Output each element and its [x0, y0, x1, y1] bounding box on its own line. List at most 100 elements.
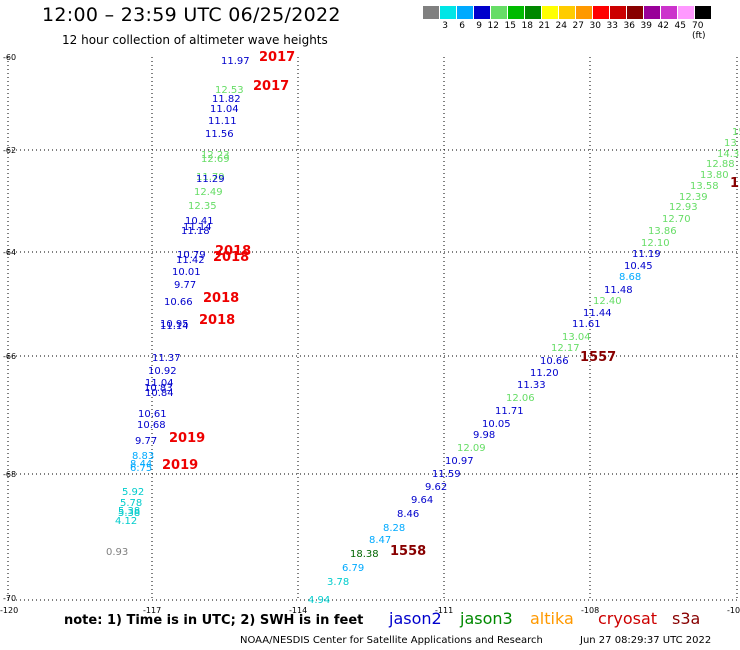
wave-height-label: 11.44 [583, 308, 612, 319]
lat-tick-label: -60 [3, 53, 16, 62]
lon-tick-label: -120 [0, 606, 18, 615]
color-swatch [576, 6, 593, 19]
wave-height-label: 12.09 [457, 443, 486, 454]
color-legend-label: 45 [674, 21, 686, 31]
color-swatch [508, 6, 525, 19]
wave-height-label: 8.47 [369, 535, 391, 546]
axis-ticks: -60 -62 -64 -66 -68 -70 -120 -117 -114 -111 -108 -1… [0, 53, 740, 615]
wave-height-label: 12.17 [551, 343, 580, 354]
wave-height-label: 11.11 [208, 116, 237, 127]
wave-height-label: 11.04 [145, 378, 174, 389]
wave-height-label: 12.10 [641, 238, 670, 249]
color-legend-label: 24 [555, 21, 567, 31]
color-swatch [525, 6, 542, 19]
wave-height-label: 10.83 [144, 383, 173, 394]
time-label: 2018 [215, 244, 251, 259]
wave-height-label: 10.61 [138, 409, 167, 420]
time-label: 2018 [199, 313, 235, 328]
wave-height-label: 15 [732, 127, 740, 138]
wave-height-label: 10.79 [177, 250, 206, 261]
wave-height-label: 10.84 [145, 388, 174, 399]
color-legend-label: 18 [521, 21, 533, 31]
wave-height-label: 11.61 [572, 319, 601, 330]
generated-timestamp: Jun 27 08:29:37 UTC 2022 [580, 635, 712, 646]
wave-height-label: 8.68 [619, 272, 641, 283]
color-swatch [627, 6, 644, 19]
wave-height-label: 11.48 [604, 285, 633, 296]
wave-height-label: 9.77 [135, 436, 157, 447]
wave-height-label: 10.68 [137, 420, 166, 431]
wave-height-label: 13.80 [700, 170, 729, 181]
wave-height-label: 9.98 [473, 430, 495, 441]
wave-height-label: 5.78 [120, 498, 142, 509]
wave-height-label: 10.01 [172, 267, 201, 278]
color-legend-label: 70 (ft) [692, 21, 706, 41]
satellite-legend-cryosat: cryosat [598, 609, 658, 628]
footer-note: note: 1) Time is in UTC; 2) SWH is in fe… [64, 613, 364, 628]
wave-height-label: 11.19 [632, 249, 661, 260]
color-legend-label: 15 [504, 21, 516, 31]
color-swatch [457, 6, 474, 19]
color-legend-label: 30 [589, 21, 601, 31]
wave-height-label: 11.14 [160, 321, 189, 332]
time-label: 1558 [390, 544, 426, 559]
wave-height-label: 8.83 [132, 451, 154, 462]
wave-height-label: 11.14 [183, 222, 212, 233]
lat-tick-label: -64 [3, 248, 16, 257]
wave-height-label: 13.04 [562, 332, 591, 343]
lat-tick-label: -70 [3, 594, 16, 603]
wave-height-label: 3.78 [327, 577, 349, 588]
time-label: 2017 [253, 79, 289, 94]
wave-height-label: 11.82 [212, 94, 241, 105]
lat-tick-label: -66 [3, 352, 16, 361]
wave-height-label: 8.28 [383, 523, 405, 534]
satellite-legend-s3a: s3a [672, 609, 701, 628]
wave-height-label: 11.71 [495, 406, 524, 417]
wave-height-label: 12.93 [669, 202, 698, 213]
lat-tick-label: -62 [3, 146, 16, 155]
time-labels: 2017201720182018201820182019201915581557… [162, 50, 740, 559]
wave-height-label: 12.70 [662, 214, 691, 225]
satellite-legend-altika: altika [530, 609, 574, 628]
wave-height-label: 9.64 [411, 495, 433, 506]
wave-height-label: 10.66 [540, 356, 569, 367]
wave-height-label: 10.41 [185, 216, 214, 227]
wave-height-label: 12.23 [201, 150, 230, 161]
wave-height-label: 10.66 [164, 297, 193, 308]
wave-height-label: 6.75 [130, 463, 152, 474]
color-swatch [661, 6, 678, 19]
wave-height-label: 11.18 [181, 226, 210, 237]
wave-height-label: 11.29 [196, 174, 225, 185]
time-label: 2017 [259, 50, 295, 65]
wave-height-label: 13 [724, 138, 737, 149]
wave-height-label: 9.62 [425, 482, 447, 493]
lon-tick-label: -117 [143, 606, 161, 615]
wave-height-label: 11.59 [432, 469, 461, 480]
time-label: 1557 [580, 350, 616, 365]
color-swatch [542, 6, 559, 19]
wave-height-label: 5.38 [118, 506, 140, 517]
satellite-legend-jason3: jason3 [460, 609, 513, 628]
wave-height-label: 8.44 [130, 459, 152, 470]
wave-height-label: 5.92 [122, 487, 144, 498]
wave-height-label: 12.53 [215, 85, 244, 96]
wave-height-label: 12.69 [201, 154, 230, 165]
lon-tick-label: -114 [289, 606, 307, 615]
wave-height-label: 11.56 [205, 129, 234, 140]
color-swatch [695, 6, 712, 19]
color-legend-label: 9 [476, 21, 482, 31]
wave-height-label: 4.94 [308, 595, 330, 606]
credit-text: NOAA/NESDIS Center for Satellite Applica… [240, 635, 543, 646]
wave-height-label: 12.40 [593, 296, 622, 307]
wave-height-label: 10.92 [148, 366, 177, 377]
lon-tick-label: -108 [581, 606, 599, 615]
wave-height-label: 0.93 [106, 547, 128, 558]
color-legend-label: 33 [606, 21, 618, 31]
wave-height-label: 12.35 [188, 201, 217, 212]
color-legend-label: 36 [623, 21, 635, 31]
color-swatch [610, 6, 627, 19]
lat-tick-label: -68 [3, 470, 16, 479]
wave-height-label: 11.20 [530, 368, 559, 379]
wave-height-label: 12.49 [194, 187, 223, 198]
